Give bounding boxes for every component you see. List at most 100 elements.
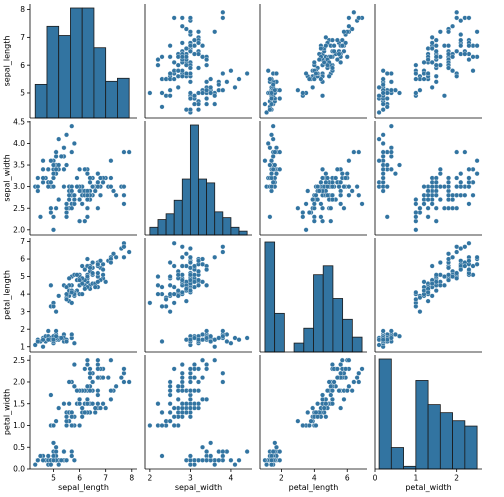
point-sepal_length-petal_length-145 bbox=[95, 270, 101, 276]
point-petal_length-petal_width-114 bbox=[329, 362, 335, 368]
hist-bar-sepal_width-4 bbox=[181, 178, 191, 236]
point-sepal_length-petal_length-86 bbox=[95, 279, 101, 285]
point-petal_width-sepal_width-136 bbox=[470, 166, 476, 172]
point-sepal_length-sepal_width-68 bbox=[82, 218, 88, 224]
point-sepal_width-sepal_length-144 bbox=[200, 43, 206, 49]
point-petal_length-sepal_width-97 bbox=[316, 188, 322, 194]
point-sepal_length-petal_length-141 bbox=[100, 272, 106, 278]
point-petal_length-sepal_length-100 bbox=[344, 54, 350, 60]
point-petal_width-petal_length-37 bbox=[376, 337, 382, 343]
point-sepal_length-petal_width-100 bbox=[84, 357, 90, 363]
point-sepal_width-sepal_length-113 bbox=[167, 71, 173, 76]
point-sepal_length-sepal_width-47 bbox=[40, 175, 46, 181]
point-sepal_width-sepal_length-130 bbox=[179, 23, 185, 29]
point-petal_length-sepal_width-116 bbox=[336, 184, 342, 190]
point-petal_width-sepal_width-23 bbox=[392, 171, 398, 177]
point-petal_length-sepal_width-33 bbox=[269, 132, 274, 138]
hist-bar-sepal_length-7 bbox=[117, 77, 130, 119]
point-petal_length-petal_width-132 bbox=[338, 370, 344, 376]
point-sepal_length-sepal_width-32 bbox=[56, 136, 62, 142]
point-sepal_length-petal_width-95 bbox=[69, 414, 75, 420]
point-petal_width-petal_length-138 bbox=[446, 277, 451, 283]
point-sepal_width-sepal_length-137 bbox=[191, 51, 197, 57]
point-sepal_length-petal_length-75 bbox=[92, 284, 98, 290]
point-sepal_length-petal_width-42 bbox=[35, 457, 41, 463]
point-petal_length-sepal_length-93 bbox=[300, 90, 306, 96]
point-petal_length-petal_width-49 bbox=[269, 457, 274, 463]
point-sepal_width-petal_width-93 bbox=[159, 423, 165, 428]
point-petal_width-sepal_width-98 bbox=[417, 205, 423, 211]
point-sepal_length-sepal_width-33 bbox=[64, 132, 70, 138]
point-sepal_length-petal_width-106 bbox=[48, 392, 54, 398]
point-sepal_width-petal_width-83 bbox=[175, 396, 181, 402]
point-sepal_width-petal_length-149 bbox=[187, 272, 193, 278]
point-petal_length-petal_width-13 bbox=[264, 462, 270, 468]
point-petal_length-sepal_length-138 bbox=[325, 62, 330, 68]
point-sepal_width-petal_length-108 bbox=[167, 260, 173, 266]
point-petal_length-sepal_width-132 bbox=[338, 192, 344, 198]
point-petal_width-sepal_width-22 bbox=[380, 158, 386, 164]
point-petal_length-petal_width-107 bbox=[349, 388, 355, 394]
point-petal_length-sepal_length-104 bbox=[341, 48, 347, 54]
point-sepal_width-petal_length-117 bbox=[220, 244, 226, 250]
point-petal_length-sepal_width-22 bbox=[262, 158, 268, 164]
point-sepal_width-sepal_length-143 bbox=[196, 40, 201, 46]
point-petal_width-sepal_width-148 bbox=[466, 166, 472, 172]
point-sepal_length-sepal_width-38 bbox=[35, 184, 41, 190]
point-sepal_width-petal_width-77 bbox=[187, 392, 193, 398]
point-petal_width-sepal_width-125 bbox=[446, 175, 451, 181]
point-petal_width-sepal_width-44 bbox=[388, 149, 394, 155]
point-petal_width-sepal_width-114 bbox=[470, 192, 476, 198]
hist-bar-petal_width-1 bbox=[390, 447, 404, 470]
point-petal_length-sepal_width-81 bbox=[306, 210, 312, 216]
point-sepal_length-sepal_width-16 bbox=[61, 145, 67, 151]
point-sepal_width-petal_width-79 bbox=[171, 423, 177, 428]
point-sepal_length-sepal_width-22 bbox=[40, 158, 46, 164]
point-sepal_length-sepal_width-34 bbox=[48, 179, 54, 185]
point-sepal_length-petal_width-105 bbox=[118, 375, 124, 381]
point-sepal_width-sepal_length-131 bbox=[220, 9, 226, 15]
point-sepal_width-petal_length-43 bbox=[208, 333, 214, 339]
point-petal_width-sepal_width-143 bbox=[466, 175, 472, 181]
ytick-label-petal_length-0: 1 bbox=[20, 342, 25, 351]
point-sepal_width-petal_length-134 bbox=[171, 263, 177, 269]
point-petal_length-petal_width-109 bbox=[346, 357, 352, 363]
point-sepal_width-sepal_length-18 bbox=[220, 71, 226, 76]
point-sepal_length-sepal_width-133 bbox=[84, 192, 90, 198]
point-petal_length-sepal_length-91 bbox=[321, 59, 327, 65]
point-sepal_width-sepal_length-85 bbox=[204, 62, 210, 68]
point-sepal_width-petal_width-140 bbox=[191, 362, 197, 368]
point-sepal_width-petal_length-135 bbox=[187, 254, 193, 260]
point-petal_width-sepal_width-139 bbox=[458, 179, 464, 185]
point-sepal_width-petal_width-76 bbox=[179, 405, 185, 411]
point-sepal_length-petal_length-81 bbox=[64, 296, 70, 302]
point-petal_length-sepal_width-146 bbox=[328, 205, 334, 211]
ytick-label-sepal_width-3: 3.5 bbox=[13, 161, 25, 170]
point-sepal_width-petal_width-139 bbox=[191, 375, 197, 381]
point-petal_length-sepal_width-109 bbox=[346, 158, 352, 164]
point-sepal_length-petal_width-58 bbox=[92, 409, 98, 415]
point-petal_width-sepal_width-31 bbox=[388, 166, 394, 172]
point-petal_width-sepal_width-130 bbox=[450, 192, 456, 198]
point-sepal_width-petal_width-143 bbox=[196, 366, 201, 372]
y-axis-label-petal_width: petal_width bbox=[3, 389, 12, 435]
point-petal_width-sepal_width-93 bbox=[413, 214, 419, 220]
point-sepal_width-petal_length-86 bbox=[191, 279, 197, 285]
point-sepal_width-sepal_length-36 bbox=[208, 76, 214, 82]
point-sepal_length-petal_width-122 bbox=[121, 379, 127, 385]
hist-bar-sepal_width-7 bbox=[206, 182, 216, 236]
hist-bar-petal_width-4 bbox=[427, 404, 441, 470]
hist-bar-sepal_length-0 bbox=[34, 83, 48, 119]
point-petal_length-petal_width-44 bbox=[277, 449, 283, 455]
point-petal_width-sepal_width-107 bbox=[446, 188, 451, 194]
xtick-label-petal_width-1: 1 bbox=[413, 474, 418, 483]
point-petal_length-sepal_width-23 bbox=[273, 171, 279, 177]
point-petal_width-sepal_width-85 bbox=[437, 166, 443, 172]
point-petal_length-sepal_length-141 bbox=[329, 37, 335, 43]
ytick-label-petal_length-5: 6 bbox=[20, 255, 25, 264]
hist-bar-sepal_length-3 bbox=[70, 7, 83, 119]
point-sepal_length-sepal_width-57 bbox=[48, 210, 54, 216]
point-petal_width-sepal_length-146 bbox=[450, 54, 456, 60]
point-sepal_length-petal_length-13 bbox=[32, 342, 38, 348]
point-sepal_length-sepal_width-87 bbox=[84, 214, 90, 220]
